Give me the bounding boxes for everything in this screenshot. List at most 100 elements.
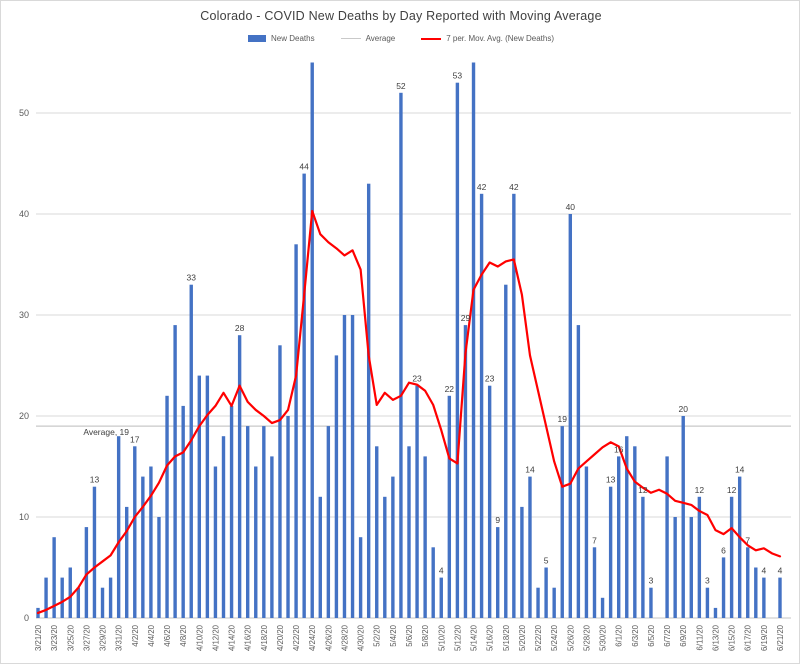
bar-6/14/20 <box>721 557 726 618</box>
bar-4/30/20 <box>358 537 363 618</box>
bar-label-5/12/20: 53 <box>453 71 463 81</box>
bar-5/21/20 <box>528 476 532 618</box>
bar-4/7/20 <box>173 325 177 618</box>
x-tick-6/3/20: 6/3/20 <box>631 624 640 646</box>
bar-label-5/29/20: 7 <box>592 535 597 545</box>
bar-5/25/20 <box>560 426 564 618</box>
x-tick-5/16/20: 5/16/20 <box>486 624 495 651</box>
legend-label-new-deaths: New Deaths <box>271 34 315 43</box>
x-tick-3/25/20: 3/25/20 <box>66 624 75 651</box>
bar-label-4/9/20: 33 <box>187 273 197 283</box>
bar-6/3/20 <box>633 446 637 618</box>
bar-4/12/20 <box>213 466 218 618</box>
x-tick-4/4/20: 4/4/20 <box>147 624 156 646</box>
average-series-label: Average, 19 <box>83 427 129 437</box>
bar-4/9/20 <box>189 284 193 618</box>
x-tick-4/14/20: 4/14/20 <box>228 624 237 651</box>
bar-6/15/20 <box>729 496 734 618</box>
bar-6/4/20 <box>641 496 645 618</box>
x-tick-6/21/20: 6/21/20 <box>776 624 785 651</box>
bar-3/25/20 <box>68 567 72 618</box>
legend-label-average: Average <box>365 34 396 43</box>
bar-6/16/20 <box>737 476 742 618</box>
x-tick-6/11/20: 6/11/20 <box>695 624 704 650</box>
bar-6/17/20 <box>746 547 750 618</box>
bar-5/28/20 <box>584 466 589 618</box>
x-tick-5/22/20: 5/22/20 <box>534 624 543 651</box>
y-tick-30: 30 <box>19 310 29 320</box>
bar-4/3/20 <box>141 476 145 618</box>
y-tick-10: 10 <box>19 512 29 522</box>
bar-6/2/20 <box>625 436 629 618</box>
bar-4/2/20 <box>133 446 137 618</box>
bar-4/20/20 <box>278 345 282 618</box>
chart-legend: New Deaths Average 7 per. Mov. Avg. (New… <box>1 34 799 43</box>
bar-6/5/20 <box>649 587 653 618</box>
bar-4/18/20 <box>262 426 266 618</box>
legend-item-mov-avg: 7 per. Mov. Avg. (New Deaths) <box>421 34 554 43</box>
bar-5/17/20 <box>496 527 500 618</box>
bar-3/23/20 <box>52 537 56 618</box>
bar-5/8/20 <box>423 456 427 618</box>
x-tick-5/2/20: 5/2/20 <box>373 624 382 646</box>
bar-6/1/20 <box>616 456 621 618</box>
bar-4/29/20 <box>350 315 355 618</box>
bar-5/3/20 <box>383 496 387 618</box>
bar-5/30/20 <box>600 597 605 618</box>
x-tick-5/12/20: 5/12/20 <box>453 624 462 651</box>
bar-4/8/20 <box>181 405 185 618</box>
x-tick-5/18/20: 5/18/20 <box>502 624 511 651</box>
bar-6/8/20 <box>673 517 677 618</box>
x-tick-3/23/20: 3/23/20 <box>50 624 59 651</box>
bar-5/6/20 <box>407 446 411 618</box>
bar-4/26/20 <box>326 426 331 618</box>
bar-5/14/20 <box>471 62 476 618</box>
x-tick-5/8/20: 5/8/20 <box>421 624 430 646</box>
legend-item-new-deaths: New Deaths <box>248 34 315 43</box>
x-tick-4/16/20: 4/16/20 <box>244 624 253 651</box>
bar-label-5/19/20: 42 <box>509 182 519 192</box>
bar-label-4/23/20: 44 <box>299 162 309 172</box>
bar-5/22/20 <box>536 587 540 618</box>
bar-label-6/12/20: 3 <box>705 576 710 586</box>
bar-label-5/26/20: 40 <box>566 202 576 212</box>
bar-4/28/20 <box>342 315 347 618</box>
bar-5/7/20 <box>415 385 419 618</box>
x-tick-3/31/20: 3/31/20 <box>115 624 124 651</box>
bar-5/13/20 <box>463 325 468 618</box>
bar-5/20/20 <box>520 506 524 618</box>
bar-5/29/20 <box>592 547 597 618</box>
bar-4/16/20 <box>245 426 250 618</box>
bar-6/18/20 <box>754 567 758 618</box>
bar-6/12/20 <box>705 587 710 618</box>
legend-label-mov-avg: 7 per. Mov. Avg. (New Deaths) <box>446 34 554 43</box>
legend-item-average: Average <box>340 34 396 43</box>
bar-label-5/5/20: 52 <box>396 81 406 91</box>
x-tick-5/28/20: 5/28/20 <box>582 624 591 651</box>
bar-label-5/7/20: 23 <box>412 374 422 384</box>
bar-label-5/13/20: 29 <box>461 313 471 323</box>
bar-label-6/5/20: 3 <box>649 576 654 586</box>
average-line-swatch-icon <box>340 38 361 39</box>
bar-4/21/20 <box>286 416 290 618</box>
bar-label-5/25/20: 19 <box>558 414 568 424</box>
x-tick-5/24/20: 5/24/20 <box>550 624 559 651</box>
bar-5/18/20 <box>504 284 508 618</box>
bar-3/31/20 <box>116 436 121 618</box>
bar-label-6/16/20: 14 <box>735 465 745 475</box>
bar-4/24/20 <box>310 62 314 618</box>
bar-4/22/20 <box>294 244 298 619</box>
x-tick-5/20/20: 5/20/20 <box>518 624 527 651</box>
bar-label-6/15/20: 12 <box>727 485 737 495</box>
bar-5/15/20 <box>479 193 484 619</box>
x-tick-4/18/20: 4/18/20 <box>260 624 269 651</box>
bar-label-5/17/20: 9 <box>495 515 500 525</box>
bar-4/6/20 <box>165 395 169 618</box>
bar-5/19/20 <box>512 193 516 619</box>
bar-label-4/2/20: 17 <box>130 434 140 444</box>
bar-label-5/11/20: 22 <box>445 384 455 394</box>
bar-4/15/20 <box>237 335 242 618</box>
x-tick-4/8/20: 4/8/20 <box>179 624 188 646</box>
